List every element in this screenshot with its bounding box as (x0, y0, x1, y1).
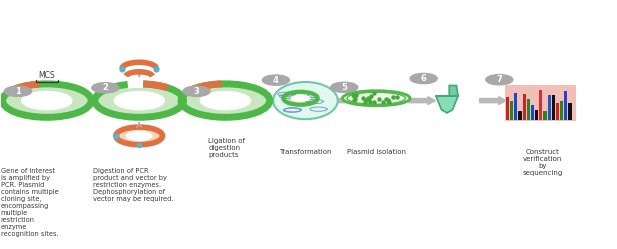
Circle shape (114, 91, 165, 110)
Text: Construct
verification
by
sequencing: Construct verification by sequencing (523, 149, 563, 176)
Text: Gene of interest
is amplified by
PCR. Plasmid
contains multiple
cloning site,
en: Gene of interest is amplified by PCR. Pl… (1, 168, 59, 237)
Circle shape (283, 92, 318, 105)
Text: Transformation: Transformation (279, 149, 332, 155)
Circle shape (21, 91, 73, 110)
Bar (552, 95, 555, 120)
FancyArrow shape (175, 97, 201, 105)
Bar (560, 101, 563, 120)
Bar (548, 95, 551, 120)
Bar (531, 105, 534, 120)
Circle shape (199, 91, 251, 110)
Text: 5: 5 (341, 83, 347, 92)
Circle shape (126, 131, 153, 141)
Circle shape (291, 95, 310, 102)
Bar (523, 94, 526, 120)
Circle shape (183, 86, 210, 96)
Circle shape (95, 84, 183, 117)
Polygon shape (449, 85, 458, 96)
Bar (544, 111, 547, 120)
Bar (518, 111, 521, 120)
FancyArrow shape (409, 97, 436, 105)
Circle shape (410, 73, 437, 84)
FancyArrow shape (479, 97, 506, 105)
Text: 1: 1 (15, 87, 21, 96)
Circle shape (331, 82, 358, 92)
FancyBboxPatch shape (505, 85, 576, 122)
FancyArrow shape (261, 97, 288, 105)
Ellipse shape (342, 91, 410, 106)
Bar (506, 97, 509, 120)
Circle shape (2, 84, 91, 117)
Text: MCS: MCS (38, 71, 55, 80)
Text: Plasmid isolation: Plasmid isolation (347, 149, 406, 155)
Text: Ligation of
digestion
products: Ligation of digestion products (208, 138, 245, 158)
Text: 4: 4 (273, 76, 279, 85)
Circle shape (4, 86, 31, 96)
Text: 3: 3 (194, 87, 199, 96)
Bar (539, 90, 542, 120)
Text: Digestion of PCR
product and vector by
restriction enzymes.
Dephosphorylation of: Digestion of PCR product and vector by r… (93, 168, 173, 202)
Circle shape (486, 74, 513, 85)
Text: 7: 7 (497, 75, 502, 84)
Bar (568, 103, 571, 120)
Text: 6: 6 (421, 74, 426, 83)
Circle shape (92, 83, 119, 93)
Circle shape (116, 127, 163, 145)
Bar (535, 111, 538, 120)
Bar (527, 99, 530, 120)
Bar (556, 103, 559, 120)
Bar (515, 93, 518, 120)
Ellipse shape (273, 82, 337, 119)
Text: 2: 2 (102, 83, 109, 92)
FancyArrow shape (338, 97, 365, 105)
Circle shape (181, 84, 270, 117)
Bar (510, 101, 513, 120)
Polygon shape (436, 96, 458, 113)
Bar (565, 91, 568, 120)
Circle shape (262, 75, 289, 85)
FancyArrow shape (83, 97, 109, 105)
